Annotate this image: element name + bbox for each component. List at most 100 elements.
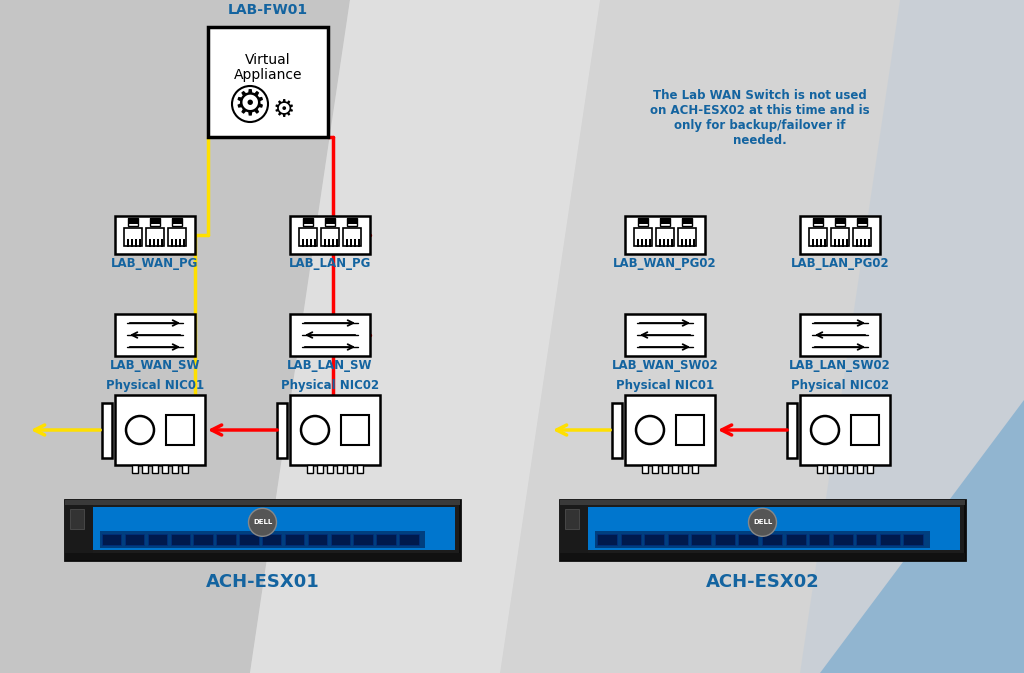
Bar: [179, 239, 181, 247]
Bar: [358, 239, 360, 247]
Bar: [353, 534, 373, 545]
Bar: [800, 395, 890, 465]
Bar: [302, 239, 304, 247]
Bar: [715, 534, 735, 545]
Bar: [838, 239, 840, 247]
Text: DELL: DELL: [753, 520, 772, 526]
Bar: [867, 465, 873, 473]
Bar: [278, 402, 287, 458]
Bar: [857, 218, 867, 224]
Bar: [346, 239, 348, 247]
Bar: [800, 216, 880, 254]
Bar: [787, 402, 797, 458]
Bar: [128, 218, 138, 224]
Bar: [139, 239, 141, 247]
Bar: [194, 534, 213, 545]
Bar: [860, 239, 862, 247]
Bar: [65, 503, 93, 557]
Bar: [285, 534, 304, 545]
Bar: [856, 534, 877, 545]
Bar: [638, 218, 648, 226]
Text: Virtual: Virtual: [245, 53, 291, 67]
Bar: [290, 314, 370, 356]
Text: LAB_LAN_SW: LAB_LAN_SW: [288, 359, 373, 371]
Bar: [347, 465, 353, 473]
Bar: [343, 228, 361, 246]
Text: LAB_WAN_PG02: LAB_WAN_PG02: [613, 256, 717, 269]
Bar: [303, 218, 313, 224]
Bar: [857, 218, 867, 226]
Bar: [681, 239, 683, 247]
Bar: [127, 239, 129, 247]
Bar: [308, 534, 327, 545]
Bar: [880, 534, 900, 545]
Bar: [659, 218, 671, 226]
Bar: [682, 465, 688, 473]
Bar: [153, 239, 155, 247]
Bar: [150, 218, 161, 224]
Bar: [115, 395, 205, 465]
Bar: [853, 228, 871, 246]
Bar: [324, 239, 326, 247]
Bar: [171, 239, 173, 247]
Bar: [100, 531, 425, 548]
Bar: [625, 216, 705, 254]
Bar: [172, 218, 182, 226]
Bar: [560, 553, 965, 560]
Bar: [812, 239, 814, 247]
Bar: [131, 239, 133, 247]
Bar: [785, 534, 806, 545]
Bar: [831, 228, 849, 246]
Polygon shape: [0, 0, 350, 673]
Text: LAB_LAN_SW02: LAB_LAN_SW02: [790, 359, 891, 371]
Bar: [682, 218, 692, 226]
Bar: [671, 239, 673, 247]
Bar: [824, 239, 826, 247]
Bar: [125, 534, 144, 545]
Bar: [595, 531, 930, 548]
Circle shape: [249, 508, 276, 536]
Bar: [321, 228, 339, 246]
Bar: [820, 239, 822, 247]
Text: The Lab WAN Switch is not used
on ACH-ESX02 at this time and is
only for backup/: The Lab WAN Switch is not used on ACH-ES…: [650, 89, 869, 147]
Bar: [692, 465, 698, 473]
Text: Physical NIC02: Physical NIC02: [791, 378, 889, 392]
Bar: [565, 509, 579, 529]
Bar: [625, 395, 715, 465]
Bar: [115, 314, 195, 356]
Bar: [857, 465, 863, 473]
Bar: [150, 239, 151, 247]
Bar: [835, 218, 846, 226]
Bar: [182, 465, 188, 473]
Bar: [208, 27, 328, 137]
Bar: [147, 534, 167, 545]
Bar: [560, 503, 588, 557]
Text: LAB_WAN_PG: LAB_WAN_PG: [112, 256, 199, 269]
Bar: [317, 465, 323, 473]
Bar: [813, 218, 823, 224]
Bar: [868, 239, 870, 247]
Bar: [290, 395, 380, 465]
Bar: [124, 228, 142, 246]
Bar: [637, 239, 639, 247]
Bar: [638, 218, 648, 224]
Bar: [357, 465, 362, 473]
Bar: [560, 500, 965, 505]
Bar: [262, 534, 282, 545]
Bar: [663, 239, 665, 247]
Bar: [172, 465, 178, 473]
Bar: [662, 465, 668, 473]
Bar: [641, 239, 643, 247]
Bar: [150, 218, 161, 226]
Circle shape: [232, 86, 268, 122]
Bar: [678, 228, 696, 246]
Bar: [813, 218, 823, 226]
Bar: [216, 534, 236, 545]
Bar: [168, 228, 186, 246]
Bar: [354, 239, 356, 247]
Bar: [612, 402, 622, 458]
Bar: [851, 415, 879, 445]
Bar: [325, 218, 336, 224]
Bar: [135, 239, 137, 247]
Bar: [621, 534, 641, 545]
